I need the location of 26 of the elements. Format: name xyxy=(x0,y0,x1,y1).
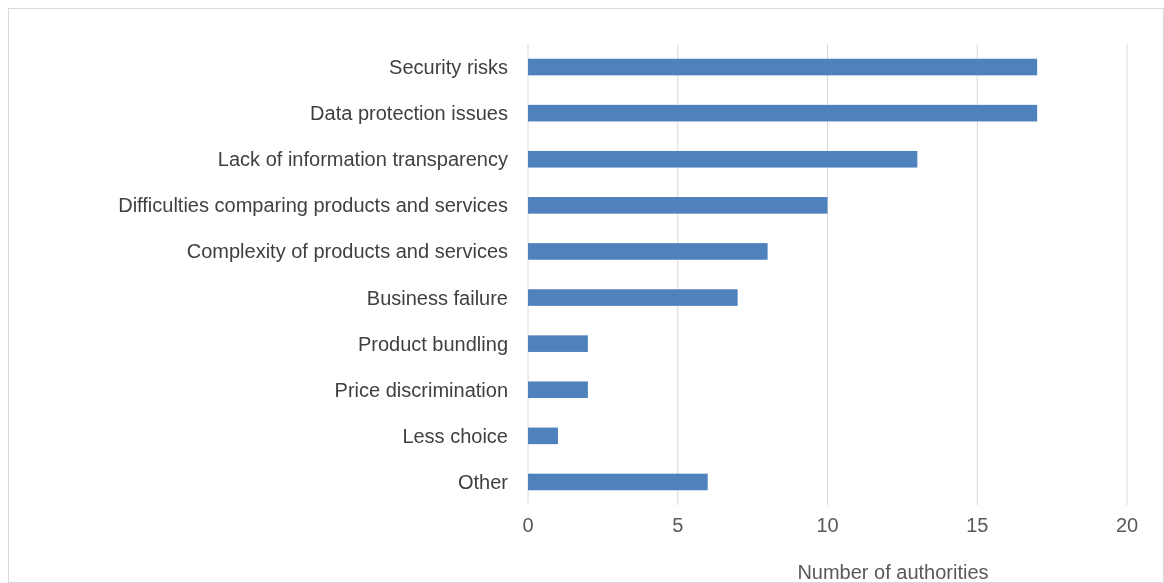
x-tick-label: 10 xyxy=(816,514,839,536)
x-axis-title: Number of authorities xyxy=(797,561,989,583)
y-tick-label: Data protection issues xyxy=(310,102,508,125)
bar xyxy=(528,473,708,491)
y-tick-label: Product bundling xyxy=(357,332,508,355)
bar xyxy=(528,289,738,306)
y-tick-label: Complexity of products and services xyxy=(186,240,508,263)
y-tick-label: Business failure xyxy=(366,286,508,309)
y-tick-label: Lack of information transparency xyxy=(217,148,508,171)
y-tick-label: Less choice xyxy=(402,424,508,447)
x-tick-label: 5 xyxy=(672,514,684,536)
x-tick-label: 15 xyxy=(966,514,989,536)
bar xyxy=(528,243,768,260)
bar xyxy=(528,150,918,168)
y-tick-label: Security risks xyxy=(389,56,508,79)
y-tick-label: Price discrimination xyxy=(334,378,508,401)
y-tick-label: Difficulties comparing products and services xyxy=(118,194,508,217)
bar xyxy=(528,427,558,445)
x-tick-label: 0 xyxy=(522,514,534,536)
bar xyxy=(528,381,588,399)
y-tick-label: Other xyxy=(457,470,509,493)
bar xyxy=(528,104,1038,122)
bar xyxy=(528,58,1038,76)
bar xyxy=(528,335,588,352)
x-tick-label: 20 xyxy=(1115,514,1139,536)
bar xyxy=(528,197,828,214)
